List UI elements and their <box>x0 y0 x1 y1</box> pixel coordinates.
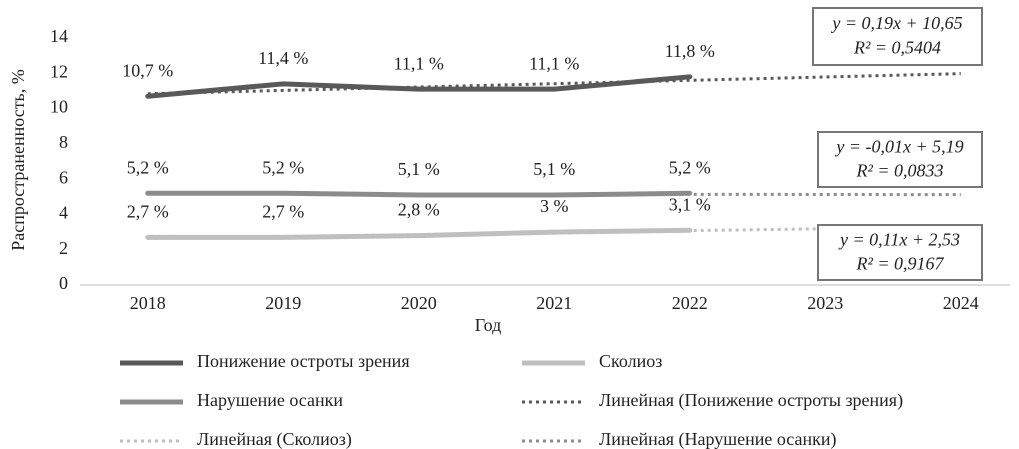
x-tick-label: 2020 <box>401 293 437 313</box>
y-tick-label: 8 <box>59 132 68 152</box>
data-label: 5,2 % <box>669 157 711 177</box>
y-tick-label: 0 <box>59 273 68 293</box>
legend-label: Линейная (Нарушение осанки) <box>599 429 837 449</box>
equation-box <box>817 224 983 281</box>
legend-label: Линейная (Понижение остроты зрения) <box>599 390 903 411</box>
x-tick-label: 2022 <box>672 293 708 313</box>
x-axis-title: Год <box>475 315 501 335</box>
data-label: 5,1 % <box>533 159 575 179</box>
x-tick-label: 2018 <box>130 293 166 313</box>
legend-label: Понижение остроты зрения <box>197 351 410 371</box>
legend-label: Линейная (Сколиоз) <box>197 429 352 449</box>
trend-line <box>147 192 961 197</box>
data-label: 11,1 % <box>394 53 444 73</box>
equation-box <box>812 7 983 66</box>
x-tick-label: 2021 <box>536 293 572 313</box>
trend-line <box>147 72 961 96</box>
equation-text: y = -0,01x + 5,19 <box>834 137 963 157</box>
x-tick-label: 2019 <box>265 293 301 313</box>
legend-label: Нарушение осанки <box>197 390 343 410</box>
series-line <box>145 227 693 240</box>
x-tick-label: 2024 <box>943 293 979 313</box>
data-label: 10,7 % <box>122 60 173 80</box>
data-label: 11,1 % <box>529 53 579 73</box>
y-tick-label: 12 <box>50 61 68 81</box>
data-label: 11,4 % <box>258 48 308 68</box>
y-axis-title: Распространенность, % <box>8 69 28 251</box>
data-label: 5,2 % <box>127 157 169 177</box>
trend-line <box>147 225 961 240</box>
legend-label: Сколиоз <box>599 351 662 371</box>
equation-text: y = 0,19x + 10,65 <box>830 13 962 33</box>
equation-box <box>817 131 983 188</box>
y-tick-label: 14 <box>50 26 68 46</box>
data-label: 3,1 % <box>669 194 711 214</box>
x-tick-label: 2023 <box>807 293 843 313</box>
equation-text: y = 0,11x + 2,53 <box>838 230 960 250</box>
y-tick-label: 4 <box>59 203 68 223</box>
equation-text: R² = 0,0833 <box>855 160 943 180</box>
series-line <box>145 190 693 198</box>
data-label: 3 % <box>540 196 569 216</box>
data-label: 2,8 % <box>398 200 440 220</box>
data-label: 5,2 % <box>262 157 304 177</box>
data-label: 2,7 % <box>262 201 304 221</box>
equation-text: R² = 0,9167 <box>855 253 944 273</box>
data-label: 11,8 % <box>665 41 715 61</box>
y-tick-label: 6 <box>59 167 68 187</box>
data-label: 2,7 % <box>127 201 169 221</box>
data-label: 5,1 % <box>398 159 440 179</box>
y-tick-label: 10 <box>50 97 68 117</box>
y-tick-label: 2 <box>59 238 68 258</box>
equation-text: R² = 0,5404 <box>853 38 941 58</box>
series-line <box>145 74 693 99</box>
